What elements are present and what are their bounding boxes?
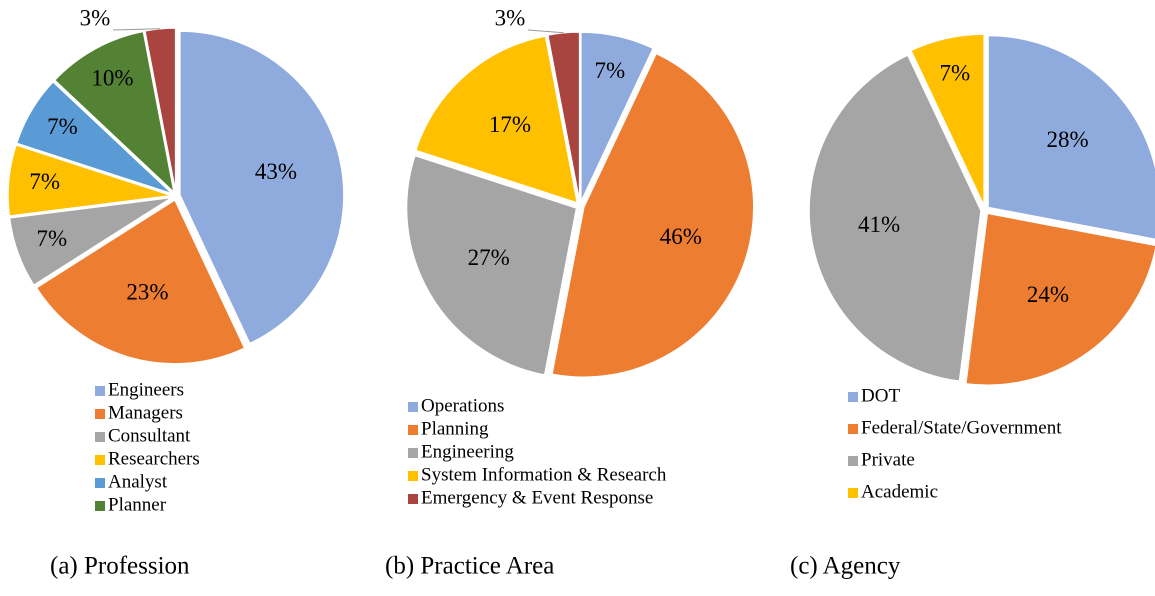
data-label: 7% [37,226,68,251]
legend-swatch [408,425,418,435]
leader-line [112,28,161,31]
legend-label: Engineering [421,441,514,462]
legend-label: System Information & Research [421,464,667,485]
data-label: 23% [126,280,168,305]
legend-label: Emergency & Event Response [421,487,653,508]
legend-swatch [95,409,105,419]
legend-label: Analyst [108,471,168,492]
chart-caption: (a) Profession [50,553,190,580]
pie-slice [405,154,578,376]
legend-swatch [95,455,105,465]
data-label: 7% [940,60,971,85]
data-label: 41% [858,212,900,237]
legend-label: Researchers [108,448,200,469]
legend-swatch [408,402,418,412]
legend-swatch [408,471,418,481]
pie-slice [551,52,755,378]
legend-label: Operations [421,395,504,416]
legend-swatch [848,424,858,434]
leader-line [527,29,564,34]
legend-swatch [848,456,858,466]
chart-caption: (c) Agency [790,553,901,580]
legend-label: Federal/State/Government [861,417,1062,438]
legend-label: DOT [861,385,900,406]
pie-slice [580,31,655,203]
legend-swatch [408,494,418,504]
legend-label: Consultant [108,425,191,446]
legend-label: Private [861,449,915,470]
data-label: 27% [468,245,510,270]
data-label: 3% [495,5,526,30]
legend-swatch [848,488,858,498]
legend-swatch [408,448,418,458]
legend-label: Managers [108,402,183,423]
pie-slice [7,143,173,218]
pie-slice [15,80,174,195]
data-label: 3% [80,5,111,30]
pie-slice [546,31,581,203]
data-label: 7% [47,114,78,139]
pie-slice [909,33,985,207]
chart-caption: (b) Practice Area [385,553,554,580]
pie-slice [35,198,246,365]
legend-swatch [95,478,105,488]
pie-slice [987,34,1155,241]
legend-swatch [95,386,105,396]
pie-slice [53,30,176,195]
data-label: 7% [594,58,625,83]
legend-swatch [95,432,105,442]
data-label: 28% [1047,127,1089,152]
legend-swatch [95,501,105,511]
data-label: 24% [1027,282,1069,307]
data-label: 10% [91,66,133,91]
pie-slice [808,53,982,383]
pie-slice [8,196,173,287]
legend-label: Planning [421,418,489,439]
pie-slice [179,30,345,345]
data-label: 17% [489,112,531,137]
data-label: 46% [660,224,702,249]
legend-label: Engineers [108,379,184,400]
pie-slice [414,35,579,205]
legend-swatch [848,392,858,402]
data-label: 43% [255,159,297,184]
pie-slice [144,27,177,193]
legend-label: Academic [861,481,938,502]
legend-label: Planner [108,494,167,515]
data-label: 7% [29,169,60,194]
pie-slice [964,212,1155,386]
